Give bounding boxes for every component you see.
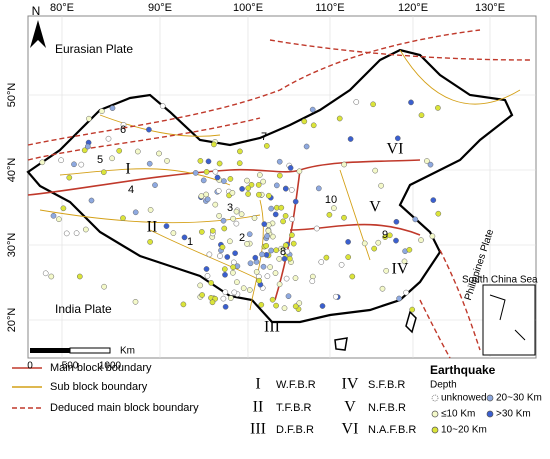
fault-label: 6 bbox=[120, 124, 126, 136]
fault-label: 8 bbox=[280, 246, 286, 258]
legend-line-label: Deduced main block boundary bbox=[50, 402, 199, 414]
lat-label: 20°N bbox=[6, 308, 18, 333]
legend-depth-label: 20~30 Km bbox=[496, 393, 542, 404]
fault-label: 7 bbox=[261, 131, 267, 143]
fault-label: 1 bbox=[187, 236, 193, 248]
lon-label: 100°E bbox=[233, 2, 263, 14]
fault-label: 4 bbox=[128, 184, 134, 196]
legend-subtitle: Depth bbox=[430, 380, 457, 391]
hainan bbox=[334, 337, 348, 351]
region-label: IV bbox=[392, 261, 409, 278]
legend-region-name: D.F.B.R bbox=[276, 424, 314, 436]
deduced-boundaries bbox=[27, 29, 531, 359]
fault-label: 5 bbox=[97, 154, 103, 166]
lon-label: 120°E bbox=[398, 2, 428, 14]
legend-depth-symbols bbox=[431, 394, 494, 434]
inset-sketch bbox=[489, 294, 526, 341]
fault-label: 3 bbox=[227, 202, 233, 214]
scale-label: 500 bbox=[62, 361, 79, 372]
region-label: III bbox=[264, 319, 280, 336]
place-label: South China Sea bbox=[462, 275, 538, 286]
lat-label: 50°N bbox=[6, 83, 18, 108]
region-label: I bbox=[125, 161, 130, 178]
region-label: II bbox=[147, 219, 158, 236]
legend-region-numeral: I bbox=[255, 376, 260, 393]
earthquake-points bbox=[39, 99, 442, 313]
legend-region-numeral: V bbox=[344, 399, 356, 416]
inset-frame bbox=[482, 284, 536, 356]
scale-label: 1000 bbox=[99, 361, 122, 372]
scale-bar bbox=[30, 347, 111, 354]
legend-region-name: N.F.B.R bbox=[368, 402, 406, 414]
legend-region-name: S.F.B.R bbox=[368, 379, 405, 391]
legend-depth-label: unknowed bbox=[441, 393, 487, 404]
place-label: Eurasian Plate bbox=[55, 42, 133, 56]
legend-region-name: N.A.F.B.R bbox=[368, 424, 416, 436]
legend-depth-label: ≤10 Km bbox=[441, 409, 475, 420]
lon-label: 80°E bbox=[50, 2, 74, 14]
legend-region-numeral: IV bbox=[342, 376, 359, 393]
place-label: India Plate bbox=[55, 302, 112, 316]
legend-region-numeral: II bbox=[253, 399, 264, 416]
legend-region-name: T.F.B.R bbox=[276, 402, 312, 414]
lon-label: 110°E bbox=[315, 2, 344, 14]
legend-region-name: W.F.B.R bbox=[276, 379, 316, 391]
north-arrow bbox=[30, 20, 46, 48]
fault-label: 10 bbox=[325, 194, 337, 206]
fault-label: 9 bbox=[382, 229, 388, 241]
region-label: VI bbox=[387, 141, 404, 158]
legend-depth-label: >30 Km bbox=[496, 409, 531, 420]
legend-region-numeral: III bbox=[250, 421, 266, 438]
north-label: N bbox=[32, 4, 41, 18]
scale-label: Km bbox=[120, 346, 135, 357]
lat-label: 40°N bbox=[6, 158, 18, 183]
region-label: V bbox=[369, 199, 381, 216]
lat-label: 30°N bbox=[6, 233, 18, 258]
fault-label: 2 bbox=[239, 232, 245, 244]
scale-label: 0 bbox=[27, 361, 33, 372]
lon-label: 130°E bbox=[475, 2, 505, 14]
taiwan bbox=[405, 310, 417, 334]
legend-depth-label: 10~20 Km bbox=[441, 425, 487, 436]
legend-region-numeral: VI bbox=[342, 421, 359, 438]
legend-line-label: Sub block boundary bbox=[50, 381, 148, 393]
legend-line-label: Main block boundary bbox=[50, 362, 152, 374]
lon-label: 90°E bbox=[148, 2, 172, 14]
legend-lines bbox=[12, 367, 42, 409]
legend-title: Earthquake bbox=[430, 363, 496, 377]
